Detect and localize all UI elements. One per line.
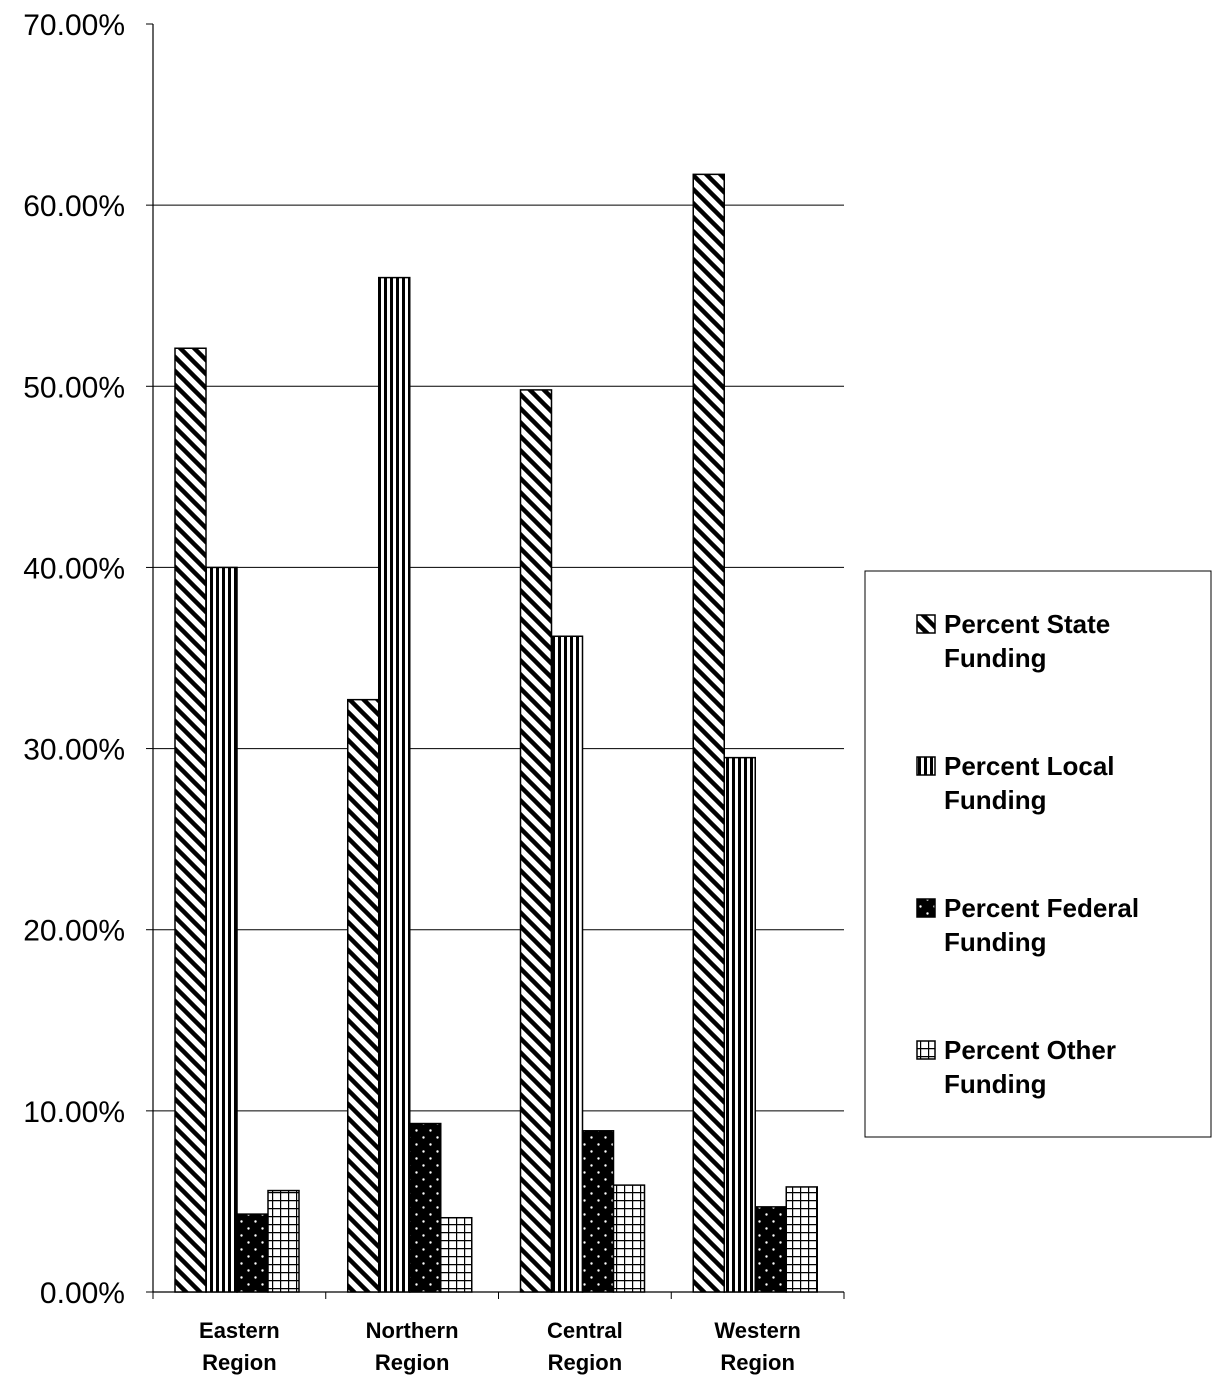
- legend-label: Percent State Funding: [944, 609, 1110, 673]
- bar-grid: [612, 1184, 646, 1293]
- legend-swatch-vertical: [916, 756, 936, 776]
- bar-grid: [267, 1189, 300, 1293]
- y-tick-label: 0.00%: [40, 1277, 125, 1310]
- x-tick-label: Northern Region: [366, 1318, 459, 1375]
- legend-swatch-grid: [916, 1040, 936, 1060]
- bar-dotted: [236, 1213, 269, 1293]
- y-tick-label: 20.00%: [23, 915, 125, 948]
- bar-dotted: [409, 1122, 442, 1293]
- x-tick-label: Eastern Region: [199, 1318, 280, 1375]
- bar-vertical: [205, 566, 238, 1293]
- bar-diagonal: [347, 698, 380, 1293]
- y-tick-label: 60.00%: [23, 190, 125, 223]
- legend-swatch-dotted: [916, 898, 936, 918]
- y-tick-label: 30.00%: [23, 734, 125, 767]
- x-tick-label: Central Region: [547, 1318, 623, 1375]
- legend-label: Percent Local Funding: [944, 751, 1115, 815]
- x-axis-tick-labels: Eastern Region Northern Region Central Region…: [199, 1318, 801, 1375]
- bar-grid: [440, 1216, 473, 1293]
- y-axis-tick-labels: 0.00% 10.00% 20.00% 30.00% 40.00% 50.00% 60.00…: [23, 9, 125, 1310]
- legend-swatch-diagonal: [916, 614, 936, 634]
- x-tick-label: Western Region: [714, 1318, 800, 1375]
- bar-diagonal: [174, 347, 207, 1293]
- y-tick-label: 50.00%: [23, 371, 125, 404]
- bar-vertical: [723, 756, 756, 1293]
- y-tick-label: 70.00%: [23, 9, 125, 42]
- y-tick-label: 40.00%: [23, 552, 125, 585]
- bar-dotted: [754, 1206, 787, 1293]
- y-tick-label: 10.00%: [23, 1096, 125, 1129]
- bar-diagonal: [519, 389, 553, 1293]
- legend-label: Percent Federal Funding: [944, 893, 1139, 957]
- bar-dotted: [581, 1130, 615, 1293]
- legend: Percent State Funding Percent Local Funding…: [864, 570, 1212, 1138]
- legend-label: Percent Other Funding: [944, 1035, 1116, 1099]
- bar-grid: [785, 1186, 818, 1293]
- bars: [174, 173, 818, 1293]
- bar-vertical: [378, 276, 411, 1293]
- bar-vertical: [550, 635, 584, 1293]
- bar-diagonal: [692, 173, 725, 1293]
